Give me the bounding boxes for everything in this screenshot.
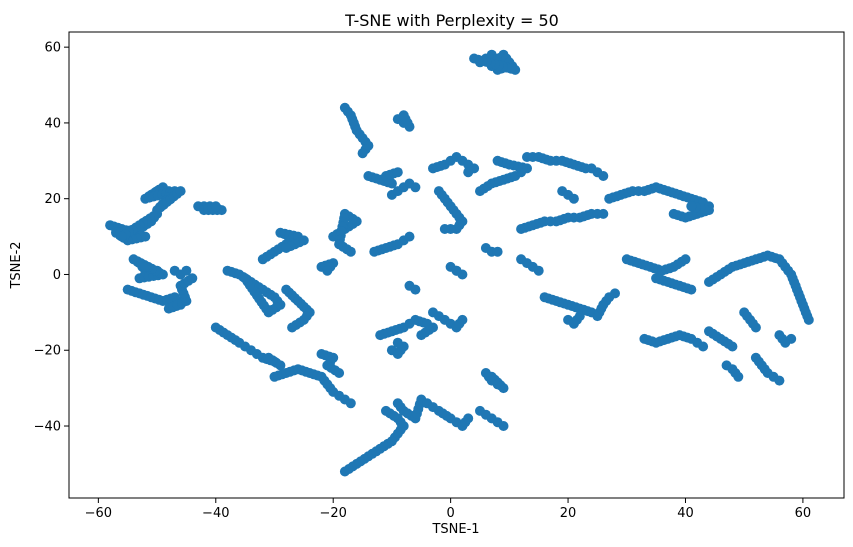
x-axis-label: TSNE-1 <box>431 522 479 537</box>
y-tick-label: 20 <box>44 192 61 207</box>
scatter-point <box>345 246 356 257</box>
scatter-point <box>392 337 403 348</box>
scatter-point <box>416 330 427 341</box>
scatter-point <box>187 273 198 284</box>
x-tick-label: 60 <box>795 506 812 521</box>
y-tick-label: 40 <box>44 116 61 131</box>
scatter-point <box>486 371 497 382</box>
scatter-point <box>492 246 503 257</box>
scatter-point <box>463 413 474 424</box>
scatter-point <box>175 186 186 197</box>
scatter-point <box>116 231 127 242</box>
scatter-point <box>410 284 421 295</box>
scatter-point <box>398 110 409 121</box>
scatter-point <box>568 193 579 204</box>
scatter-point <box>263 352 274 363</box>
scatter-point <box>733 371 744 382</box>
scatter-point <box>439 224 450 234</box>
x-tick-label: −60 <box>85 506 112 521</box>
x-tick-label: 40 <box>677 506 694 521</box>
chart-title: T-SNE with Perplexity = 50 <box>344 11 559 30</box>
scatter-point <box>610 288 620 299</box>
scatter-point <box>287 322 298 333</box>
scatter-point <box>803 314 814 325</box>
scatter-points <box>105 49 814 477</box>
scatter-point <box>322 265 333 276</box>
scatter-point <box>451 265 462 276</box>
scatter-point <box>240 273 251 284</box>
scatter-point <box>598 208 609 219</box>
scatter-point <box>498 421 509 431</box>
scatter-point <box>680 254 691 265</box>
scatter-point <box>392 167 403 178</box>
scatter-point <box>698 341 709 352</box>
scatter-point <box>410 182 421 193</box>
y-axis-ticks: −40 −20 0 20 40 60 <box>34 41 69 435</box>
scatter-point <box>774 375 785 386</box>
scatter-point <box>457 314 468 325</box>
scatter-point <box>727 341 738 352</box>
x-tick-label: −40 <box>202 506 229 521</box>
plot-frame <box>68 31 845 499</box>
y-tick-label: 60 <box>44 41 61 56</box>
scatter-point <box>381 405 391 416</box>
scatter-point <box>469 53 480 64</box>
scatter-point <box>357 148 368 159</box>
scatter-point <box>686 284 697 295</box>
scatter-point <box>598 171 609 181</box>
scatter-point <box>181 265 192 276</box>
scatter-point <box>492 155 503 166</box>
scatter-point <box>281 243 292 253</box>
scatter-point <box>140 261 151 272</box>
scatter-point <box>463 167 474 178</box>
y-axis-label: TSNE-2 <box>9 241 24 289</box>
scatter-point <box>786 333 797 344</box>
scatter-point <box>686 201 697 212</box>
x-tick-label: −20 <box>319 506 346 521</box>
y-tick-label: 0 <box>53 268 61 283</box>
scatter-point <box>334 368 345 378</box>
x-axis-ticks: −60 −40 −20 0 20 40 60 <box>85 498 812 521</box>
x-tick-label: 0 <box>446 506 454 521</box>
scatter-point <box>750 322 761 333</box>
scatter-point <box>404 231 415 242</box>
y-tick-label: −20 <box>34 344 61 359</box>
y-tick-label: −40 <box>34 420 61 435</box>
scatter-point <box>574 311 585 322</box>
x-tick-label: 20 <box>560 506 577 521</box>
scatter-point <box>345 398 356 409</box>
scatter-point <box>210 201 221 212</box>
scatter-point <box>533 265 544 276</box>
